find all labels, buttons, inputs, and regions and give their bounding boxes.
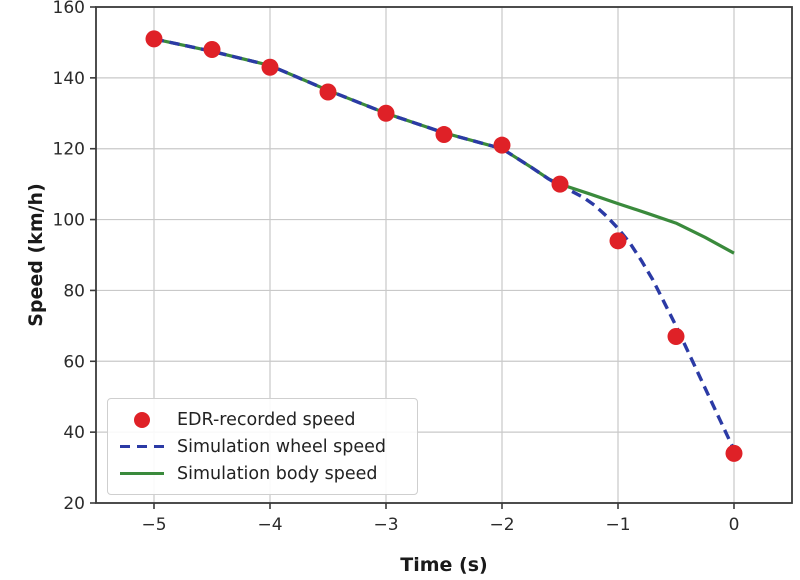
y-axis-label: Speed (km/h) [25, 183, 47, 327]
legend-item-simulation-body-speed: Simulation body speed [120, 460, 405, 487]
y-tick-label: 80 [63, 281, 85, 301]
red-dot-marker-icon [120, 411, 164, 428]
x-tick-label: 0 [729, 515, 740, 535]
legend-item-edr-recorded-speed: EDR-recorded speed [120, 406, 405, 433]
edr-data-point [261, 58, 279, 76]
edr-data-point [725, 444, 743, 462]
x-tick-label: −1 [605, 515, 630, 535]
legend-item-simulation-wheel-speed: Simulation wheel speed [120, 433, 405, 460]
legend-label-wheel: Simulation wheel speed [177, 436, 387, 457]
x-tick-label: −4 [257, 515, 282, 535]
edr-data-point [203, 41, 221, 59]
y-tick-label: 160 [53, 0, 85, 18]
x-axis-label: Time (s) [400, 554, 488, 576]
edr-data-point [667, 327, 685, 345]
legend-label-edr: EDR-recorded speed [177, 409, 356, 430]
x-tick-label: −2 [489, 515, 514, 535]
edr-data-point [145, 30, 163, 48]
edr-data-point [493, 136, 511, 154]
edr-data-point [551, 175, 569, 193]
edr-data-point [609, 232, 627, 250]
legend: EDR-recorded speed Simulation wheel spee… [107, 398, 418, 495]
y-tick-label: 40 [63, 423, 85, 443]
edr-data-point [319, 83, 337, 101]
y-tick-label: 100 [53, 211, 85, 231]
x-tick-label: −5 [141, 515, 166, 535]
edr-data-point [435, 126, 453, 144]
legend-label-body: Simulation body speed [177, 463, 378, 484]
x-tick-label: −3 [373, 515, 398, 535]
edr-data-point [377, 104, 395, 122]
y-tick-label: 60 [63, 352, 85, 372]
plot-border [95, 6, 793, 504]
body-speed-line [153, 37, 735, 255]
wheel-speed-line [153, 37, 736, 451]
y-tick-label: 120 [53, 140, 85, 160]
blue-dashed-line-icon [120, 444, 164, 449]
green-solid-line-icon [120, 471, 164, 476]
y-tick-label: 140 [53, 69, 85, 89]
y-tick-label: 20 [63, 494, 85, 514]
